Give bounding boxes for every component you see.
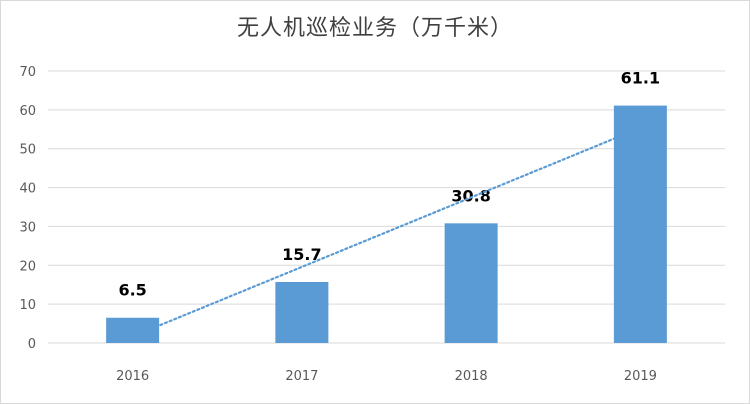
data-label: 6.5 <box>118 281 146 300</box>
y-tick-label: 70 <box>19 65 36 80</box>
chart-title: 无人机巡检业务（万千米） <box>236 16 513 41</box>
data-label: 61.1 <box>621 69 660 88</box>
data-labels: 6.515.730.861.1 <box>118 69 660 300</box>
y-tick-label: 60 <box>19 104 36 119</box>
x-tick-label: 2017 <box>285 369 318 384</box>
x-axis-ticks: 2016 2017 2018 2019 <box>116 369 657 384</box>
gridlines <box>48 70 725 344</box>
x-tick-label: 2016 <box>116 369 149 384</box>
data-label: 15.7 <box>282 245 321 264</box>
y-tick-label: 0 <box>28 337 36 352</box>
bars <box>106 105 667 343</box>
y-tick-label: 10 <box>19 298 36 313</box>
x-tick-label: 2019 <box>624 369 657 384</box>
bar-2018 <box>444 223 498 343</box>
bar-2019 <box>613 105 667 343</box>
trendline <box>131 126 642 338</box>
bar-2016 <box>106 317 160 343</box>
bar-2017 <box>275 281 329 343</box>
y-tick-label: 40 <box>19 182 36 197</box>
y-tick-label: 30 <box>19 220 36 235</box>
y-axis-ticks: 0 10 20 30 40 50 60 70 <box>19 65 36 352</box>
x-tick-label: 2018 <box>455 369 488 384</box>
y-tick-label: 50 <box>19 143 36 158</box>
linear-trendline <box>131 126 642 338</box>
y-tick-label: 20 <box>19 259 36 274</box>
